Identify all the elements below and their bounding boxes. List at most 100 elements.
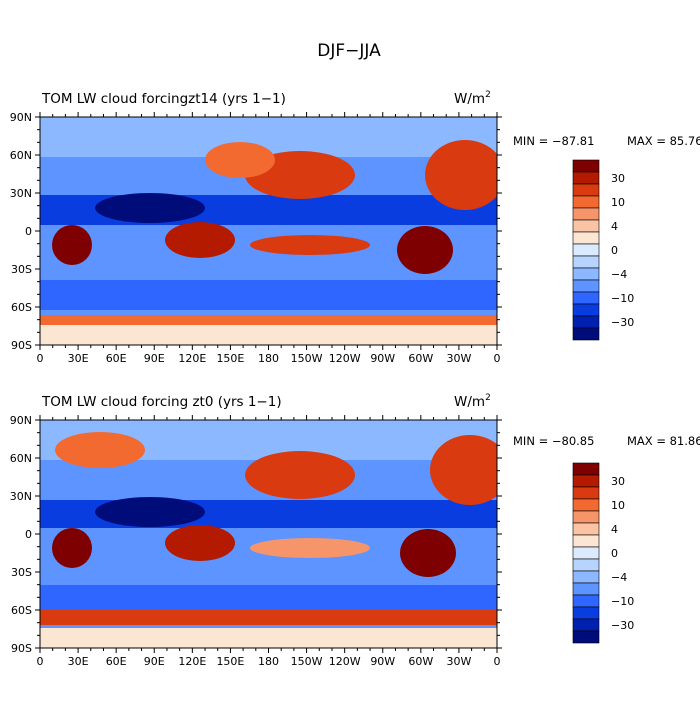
colorbar-swatch — [572, 159, 600, 173]
colorbar-swatch — [572, 207, 600, 221]
y-tick-label: 0 — [25, 225, 32, 238]
panel-2-min-label: MIN = −80.85 — [513, 434, 594, 448]
x-tick-label: 30W — [446, 655, 471, 668]
anomaly-europe-1 — [205, 142, 275, 178]
x-tick-label: 150E — [216, 655, 244, 668]
colorbar-swatch — [572, 510, 600, 524]
map-panel-1: TOM LW cloud forcingzt14 (yrs 1−1) W/m2 … — [10, 90, 700, 365]
x-tick-label: 120E — [178, 655, 206, 668]
y-tick-label: 90N — [10, 111, 32, 124]
y-tick-label: 0 — [25, 528, 32, 541]
colorbar-label: 4 — [611, 523, 618, 536]
x-tick-label: 120W — [329, 352, 361, 365]
colorbar-swatch — [572, 255, 600, 269]
south-ocean-band-1 — [40, 280, 497, 310]
x-tick-label: 30W — [446, 352, 471, 365]
y-tick-label: 60N — [10, 149, 32, 162]
x-tick-labels-1: 0 30E 60E 90E 120E 150E 180 150W 120W 90W 60W 30W 0 — [37, 352, 501, 365]
anomaly-north-america-2 — [430, 435, 497, 505]
x-tick-label: 30E — [68, 352, 89, 365]
heatmap-1 — [40, 117, 497, 345]
colorbar-swatch — [572, 243, 600, 257]
x-tick-label: 150W — [291, 352, 323, 365]
y-tick-labels-2: 90N 60N 30N 0 30S 60S 90S — [10, 414, 32, 655]
colorbar-label: 10 — [611, 196, 625, 209]
x-tick-label: 180 — [258, 352, 279, 365]
panel-1-min-label: MIN = −87.81 — [513, 134, 594, 148]
colorbar-swatch — [572, 606, 600, 620]
axis-ticks-2 — [35, 415, 502, 653]
y-tick-label: 60N — [10, 452, 32, 465]
panel-1-units-main: W/m — [454, 91, 485, 107]
colorbar-swatch — [572, 267, 600, 281]
colorbar-swatch — [572, 279, 600, 293]
x-tick-labels-2: 0 30E 60E 90E 120E 150E 180 150W 120W 90W 60W 30W 0 — [37, 655, 501, 668]
axis-ticks-1 — [35, 112, 502, 350]
x-tick-label: 90E — [144, 352, 165, 365]
colorbar-swatch — [572, 327, 600, 341]
y-tick-label: 30S — [11, 566, 32, 579]
x-tick-label: 150W — [291, 655, 323, 668]
colorbar-swatch — [572, 219, 600, 233]
x-tick-label: 180 — [258, 655, 279, 668]
panel-2-units-main: W/m — [454, 394, 485, 410]
x-tick-label: 60E — [106, 352, 127, 365]
anomaly-north-pacific-2 — [245, 451, 355, 499]
colorbar-swatch — [572, 474, 600, 488]
colorbar-label: −4 — [611, 571, 627, 584]
x-tick-label: 30E — [68, 655, 89, 668]
panel-1-units-exp: 2 — [485, 90, 491, 100]
colorbar-swatch — [572, 546, 600, 560]
colorbar-swatch — [572, 303, 600, 317]
anomaly-north-america-1 — [425, 140, 497, 210]
anomaly-south-pacific-2 — [250, 538, 370, 558]
colorbar-swatch — [572, 618, 600, 632]
colorbar-swatch — [572, 534, 600, 548]
southern-positive-band-1 — [40, 315, 497, 325]
southern-positive-band-2 — [40, 610, 497, 625]
colorbar-label: 0 — [611, 547, 618, 560]
panel-1-units: W/m2 — [454, 90, 491, 107]
colorbar-swatch — [572, 498, 600, 512]
x-tick-label: 0 — [37, 352, 44, 365]
heatmap-2 — [40, 420, 497, 648]
colorbar-swatch — [572, 522, 600, 536]
colorbar-label: −10 — [611, 292, 634, 305]
map-panel-2: TOM LW cloud forcing zt0 (yrs 1−1) W/m2 … — [10, 393, 700, 668]
y-tick-label: 30N — [10, 490, 32, 503]
panel-2-max-label: MAX = 81.86 — [627, 434, 700, 448]
colorbar-label: −30 — [611, 316, 634, 329]
colorbar-label: 0 — [611, 244, 618, 257]
colorbar-label: 4 — [611, 220, 618, 233]
y-tick-label: 90S — [11, 642, 32, 655]
anomaly-europe-2 — [55, 432, 145, 468]
anomaly-south-america-1 — [397, 226, 453, 274]
x-tick-label: 60E — [106, 655, 127, 668]
x-tick-label: 60W — [408, 352, 433, 365]
panel-1-title: TOM LW cloud forcingzt14 (yrs 1−1) — [41, 91, 286, 107]
colorbar-swatch — [572, 558, 600, 572]
y-tick-label: 60S — [11, 301, 32, 314]
y-tick-label: 30N — [10, 187, 32, 200]
anomaly-south-pacific-1 — [250, 235, 370, 255]
y-tick-label: 90S — [11, 339, 32, 352]
colorbar-label: −4 — [611, 268, 627, 281]
anomaly-south-america-2 — [400, 529, 456, 577]
colorbar-swatch — [572, 462, 600, 476]
colorbar-swatch — [572, 171, 600, 185]
anomaly-indian-ocean-2 — [95, 497, 205, 527]
panel-2-units: W/m2 — [454, 393, 491, 410]
antarctic-band-2 — [40, 628, 497, 648]
antarctic-band-1 — [40, 325, 497, 345]
x-tick-label: 60W — [408, 655, 433, 668]
colorbar-swatch — [572, 630, 600, 644]
y-tick-label: 90N — [10, 414, 32, 427]
colorbar-swatch — [572, 315, 600, 329]
x-tick-label: 0 — [494, 352, 501, 365]
x-tick-label: 90W — [370, 352, 395, 365]
panel-1-max-label: MAX = 85.76 — [627, 134, 700, 148]
colorbar-label: 30 — [611, 172, 625, 185]
x-tick-label: 90E — [144, 655, 165, 668]
colorbar-swatch — [572, 570, 600, 584]
